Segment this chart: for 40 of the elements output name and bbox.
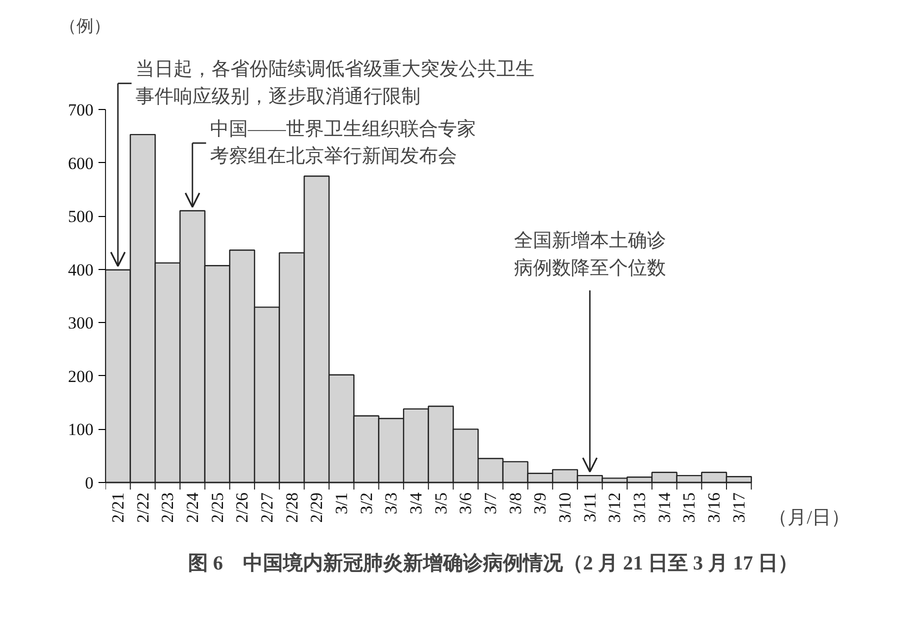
y-tick-label: 100 [68,420,94,440]
x-axis-title: （月/日） [768,507,850,528]
x-tick-label: 2/28 [282,492,302,523]
x-tick-label: 3/3 [382,492,401,514]
x-tick-label: 3/1 [332,492,351,514]
x-tick-label: 2/29 [307,492,326,523]
y-axis-title: （例） [60,16,110,36]
x-tick-label: 3/2 [356,492,376,514]
x-tick-label: 2/24 [182,492,202,523]
x-tick-label: 2/25 [208,492,227,523]
annotation: 当日起，各省份陆续调低省级重大突发公共卫生事件响应级别，逐步取消通行限制 [135,58,534,108]
x-tick-label: 2/22 [133,492,152,523]
x-tick-label: 2/27 [257,492,276,523]
x-tick-label: 3/14 [654,492,674,523]
x-tick-label: 3/13 [630,492,650,523]
annotation: 全国新增本土确诊病例数降至个位数 [514,230,666,280]
x-tick-label: 3/9 [530,492,550,514]
x-tick-label: 2/21 [108,492,128,523]
y-tick-label: 0 [85,473,94,492]
x-tick-label: 3/7 [481,492,500,514]
x-tick-label: 3/15 [680,492,699,523]
text: 图 6 中国境内新冠肺炎新增确诊病例情况（2 月 21 日至 3 月 17 日） [188,552,798,574]
y-tick-label: 300 [68,314,94,333]
x-tick-label: 3/12 [605,492,624,523]
y-tick-label: 700 [68,100,94,120]
x-tick-label: 3/5 [431,492,450,514]
x-tick-label: 3/6 [456,492,476,514]
y-tick-label: 500 [68,207,94,226]
y-tick-label: 600 [68,154,94,173]
x-tick-label: 3/17 [729,492,748,523]
x-tick-label: 3/16 [704,492,724,523]
x-tick-label: 2/26 [232,492,252,523]
x-tick-label: 3/11 [580,492,600,522]
x-tick-label: 3/4 [406,492,426,514]
annotation: 中国——世界卫生组织联合专家考察组在北京举行新闻发布会 [210,118,476,168]
y-tick-label: 400 [68,260,94,280]
x-tick-label: 3/8 [506,492,525,514]
y-tick-label: 200 [68,366,94,386]
x-tick-label: 3/10 [556,492,575,523]
x-tick-label: 2/23 [158,492,178,523]
